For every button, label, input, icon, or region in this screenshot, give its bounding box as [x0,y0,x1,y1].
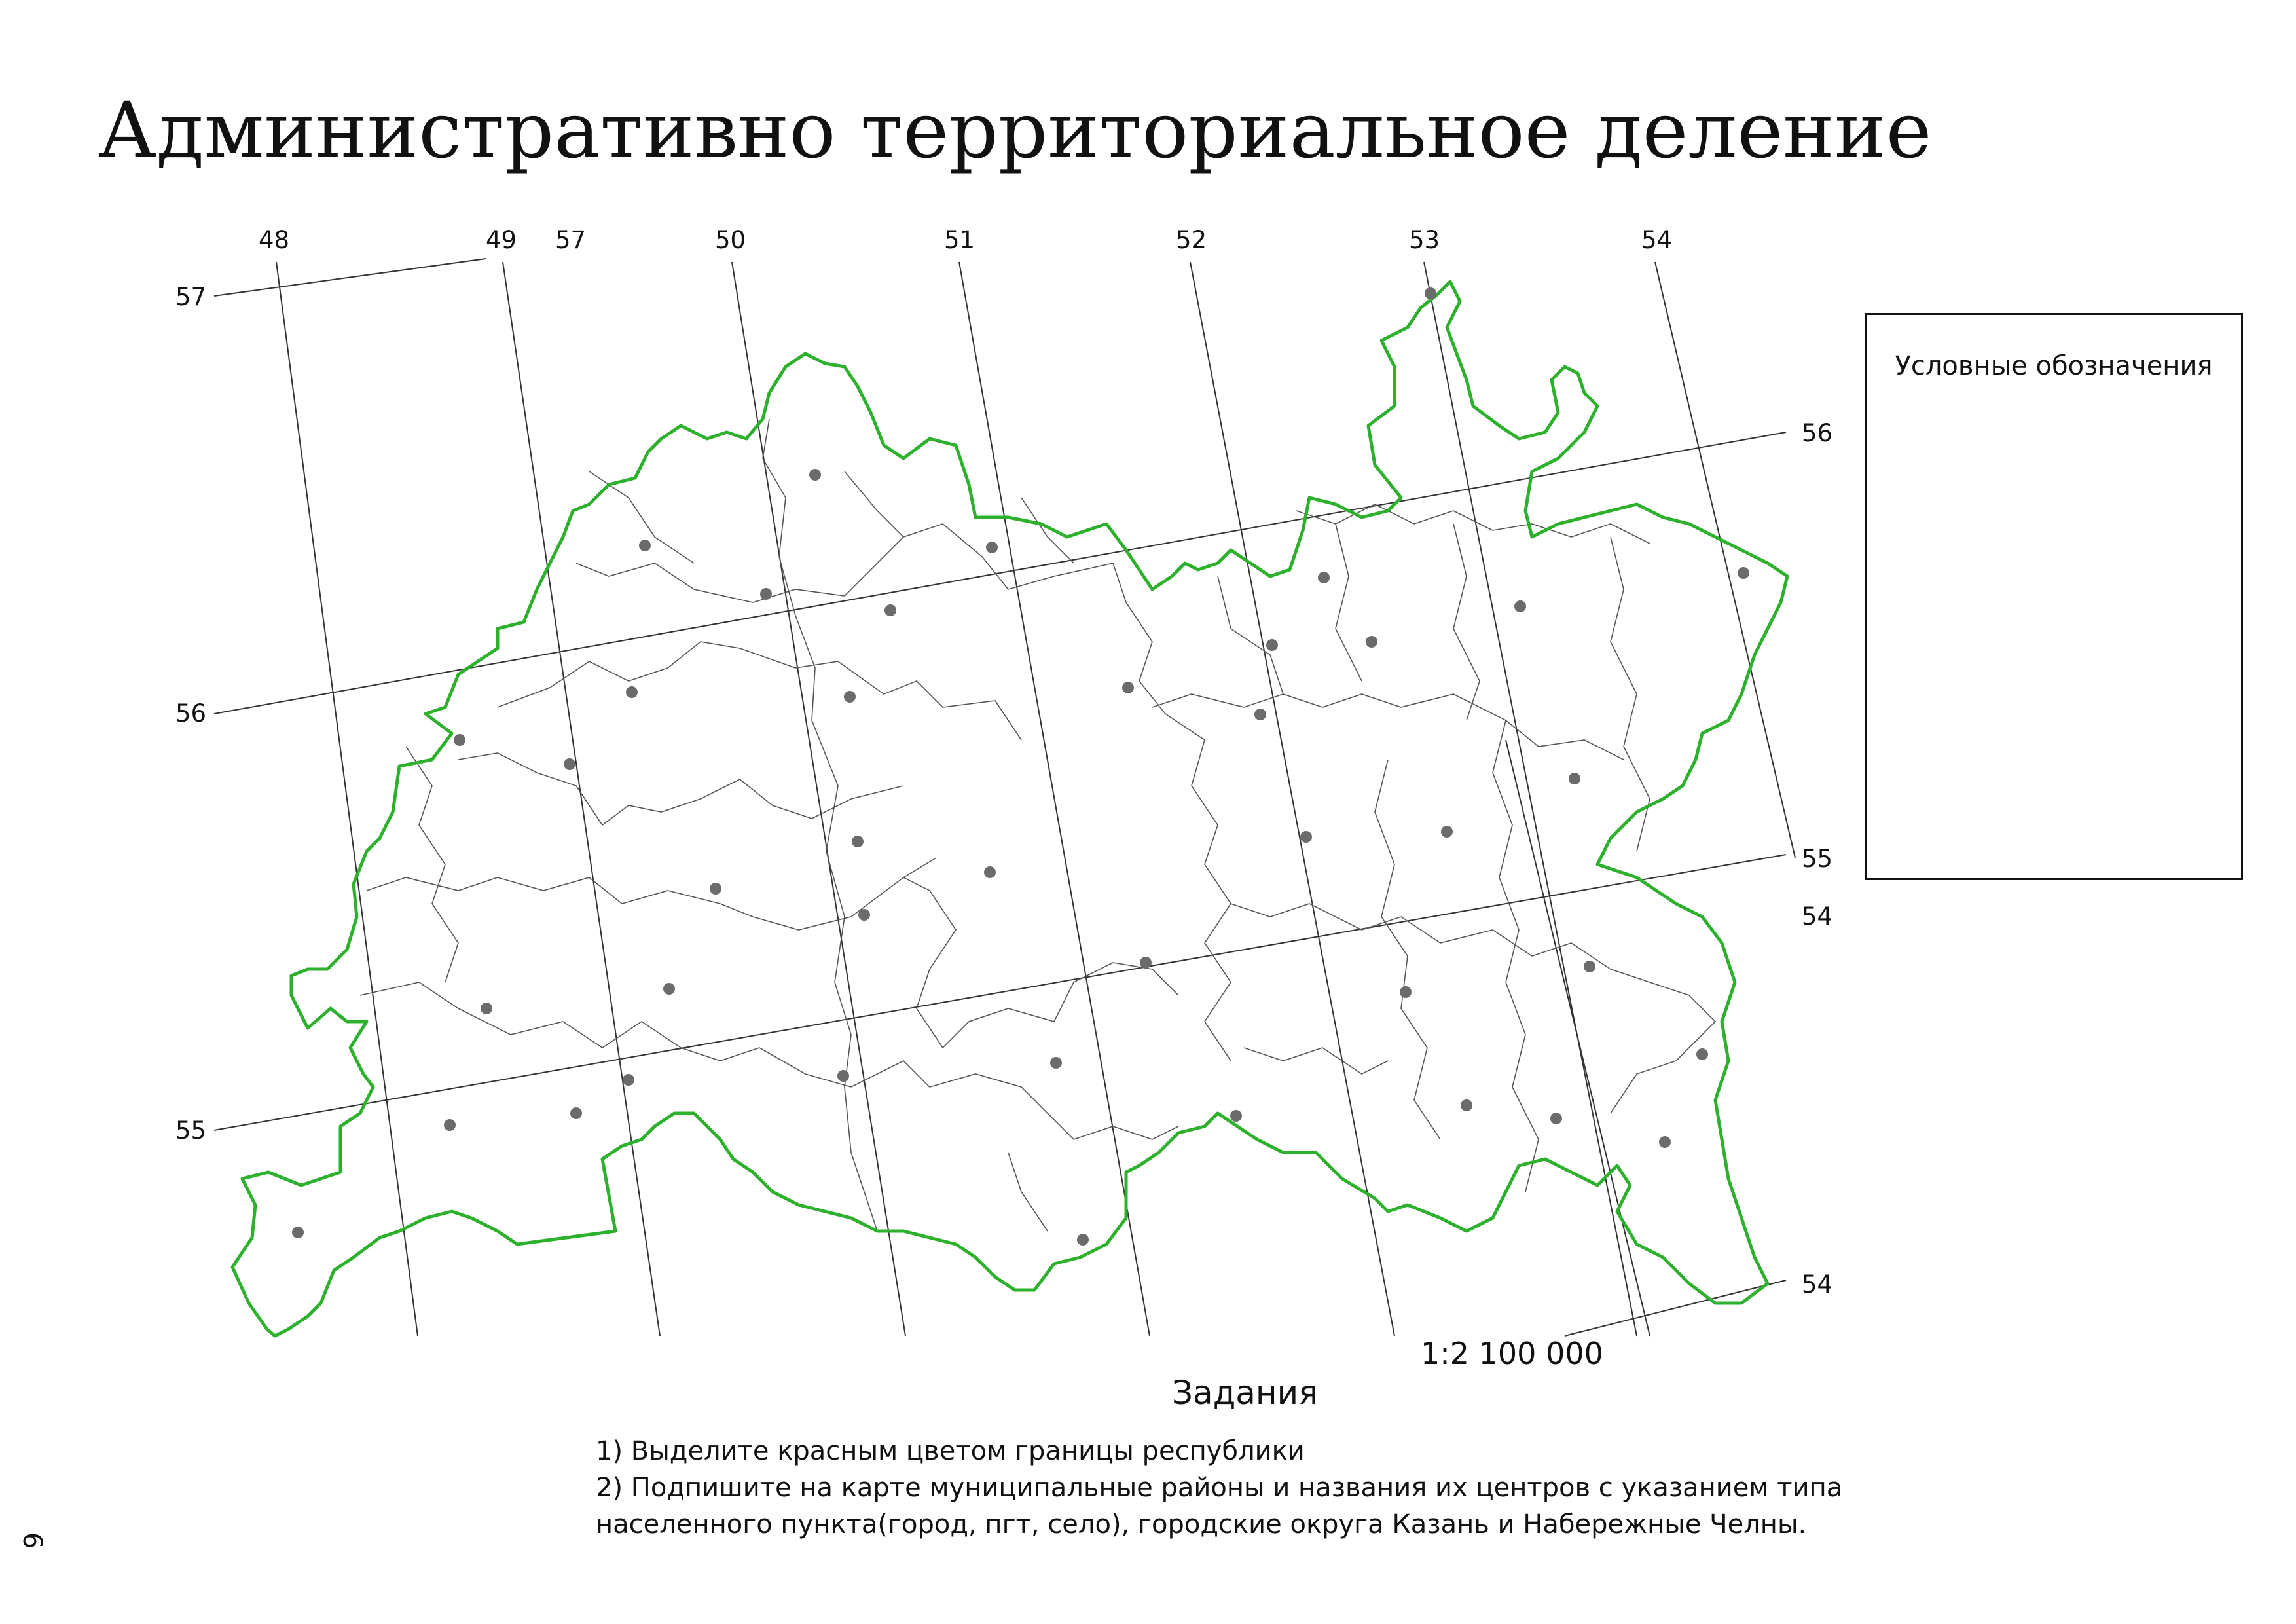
district-center-dot [1400,986,1412,998]
tasks-list: 1) Выделите красным цветом границы респу… [596,1433,1905,1543]
district-center-dot [444,1119,456,1131]
meridian-54 [1654,261,1796,858]
page-title: Административно территориальное деление [98,85,1932,175]
district-center-dot [837,1070,849,1082]
meridian-48 [276,261,418,1337]
district-centers [292,287,1749,1246]
district-center-dot [639,540,651,551]
lon-label-50: 50 [715,226,746,254]
district-center-dot [1425,287,1436,299]
republic-border [230,280,1789,1338]
district-center-dot [1318,572,1330,583]
parallel-56-left [213,432,1787,714]
district-center-dot [858,909,870,921]
district-boundaries [359,418,1717,1232]
district-center-dot [564,758,575,770]
district-center-dot [292,1227,304,1238]
lat-label-55: 55 [175,1116,207,1145]
district-center-dot [481,1003,492,1014]
meridian-51 [958,261,1150,1337]
district-center-dot [626,686,638,698]
district-center-dot [1077,1234,1089,1246]
district-center-dot [809,469,821,481]
lon-label-53: 53 [1409,226,1440,254]
district-center-dot [986,542,998,553]
meridian-50 [731,261,906,1337]
district-center-dot [1050,1057,1062,1069]
map-scale: 1:2 100 000 [1421,1336,1603,1371]
district-center-dot [710,883,721,895]
district-center-dot [623,1074,634,1086]
district-center-dot [1550,1113,1562,1124]
page-number: 6 [17,1532,47,1549]
district-center-dot [1441,826,1453,838]
district-center-dot [1569,773,1580,784]
parallel-55-left [213,854,1787,1131]
lon-label-49: 49 [486,226,517,254]
district-center-dot [454,734,465,746]
meridian-52 [1190,261,1395,1337]
district-center-dot [570,1107,582,1119]
district-center-dot [1230,1110,1242,1122]
task-item-2: 2) Подпишите на карте муниципальные райо… [596,1473,1843,1540]
district-center-dot [1696,1048,1708,1060]
district-center-dot [760,588,772,600]
lon-label-54: 54 [1641,226,1673,254]
district-center-dot [1659,1136,1671,1148]
district-center-dot [984,866,996,878]
district-center-dot [1140,957,1152,969]
district-center-dot [1122,682,1134,693]
district-center-dot [1514,600,1526,612]
lat-label-right-54-bottom: 54 [1802,1270,1833,1299]
legend-box: Условные обозначения [1865,313,2243,880]
meridian-53 [1423,261,1637,1337]
lon-label-51: 51 [944,226,975,254]
lat-label-56: 56 [175,699,207,728]
lat-label-right-56: 56 [1802,419,1833,447]
district-center-dot [884,604,896,616]
lon-label-48: 48 [259,226,290,254]
graticule [213,258,1796,1337]
lon-label-57: 57 [555,226,587,254]
district-center-dot [1738,567,1749,579]
district-center-dot [1584,961,1595,972]
lon-label-52: 52 [1176,226,1207,254]
district-center-dot [1461,1099,1472,1111]
lat-label-57: 57 [175,283,207,311]
district-center-dot [1366,636,1377,648]
lat-label-right-55: 55 [1802,845,1833,873]
lat-label-right-54: 54 [1802,902,1833,931]
parallel-54-bottom [1564,1280,1787,1337]
meridian-54-lower [1505,739,1650,1337]
district-center-dot [1300,831,1312,843]
district-center-dot [1254,709,1266,720]
task-item-1: 1) Выделите красным цветом границы респу… [596,1436,1305,1466]
district-center-dot [844,691,856,703]
legend-title: Условные обозначения [1895,351,2213,381]
district-center-dot [852,836,864,847]
parallel-57 [213,258,486,297]
district-center-dot [663,983,675,995]
tasks-title: Задания [1172,1374,1319,1412]
district-center-dot [1266,639,1278,651]
meridian-49 [502,261,661,1337]
